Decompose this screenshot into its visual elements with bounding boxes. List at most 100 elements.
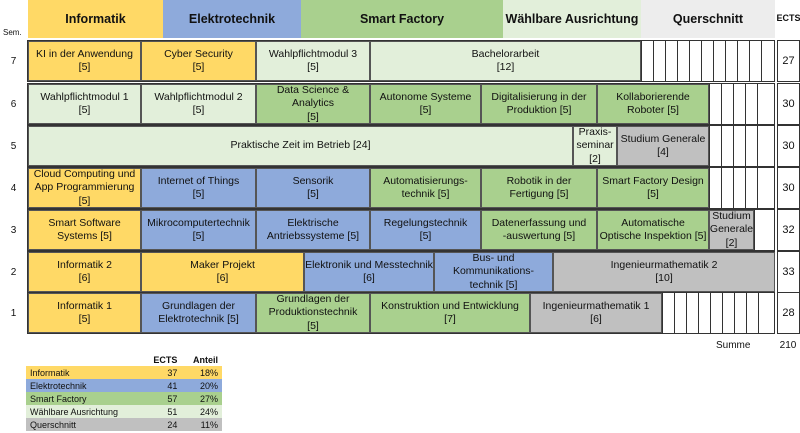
empty-column-line: [686, 292, 687, 334]
legend-ects: 41: [167, 380, 178, 391]
module-name: KI in der Anwendung: [36, 47, 133, 60]
legend-row: Querschnitt 24 11%: [26, 418, 222, 431]
module-name: Bus- und Kommunikations- technik [5]: [452, 252, 535, 291]
legend-name: Wählbare Ausrichtung: [30, 406, 119, 417]
module-name: Robotik in der Fertigung [5]: [506, 174, 572, 200]
legend-name: Smart Factory: [30, 393, 87, 404]
legend-header-anteil: Anteil: [192, 354, 218, 365]
empty-column-line: [713, 40, 714, 82]
legend-row: Informatik 37 18%: [26, 366, 222, 379]
module-ects: [5]: [307, 188, 319, 200]
empty-column-line: [641, 40, 642, 82]
module-cell: Smart Factory Design [5]: [597, 168, 709, 208]
module-name: Konstruktion und Entwicklung: [381, 299, 519, 312]
empty-column-line: [749, 40, 750, 82]
module-name: Wahlpflichtmodul 1: [40, 90, 129, 103]
module-cell: Informatik 1 [5]: [28, 293, 141, 333]
semester-ects: 30: [777, 83, 800, 125]
module-cell: Praktische Zeit im Betrieb [24]: [28, 126, 573, 166]
module-ects: [6]: [590, 313, 602, 325]
module-cell: Cloud Computing und App Programmierung [5…: [28, 168, 141, 208]
module-ects: [5]: [647, 188, 659, 200]
empty-column-line: [709, 83, 710, 125]
module-cell: Kollaborierende Roboter [5]: [597, 84, 709, 124]
module-name: Ingenieurmathematik 1: [542, 299, 650, 312]
module-cell: Wahlpflichtmodul 3 [5]: [256, 41, 370, 81]
empty-column-line: [662, 292, 663, 334]
module-name: Ingenieurmathematik 2: [610, 258, 718, 271]
module-name: Automatische Optische Inspektion [5]: [599, 216, 707, 242]
module-cell: Autonome Systeme [5]: [370, 84, 481, 124]
module-name: Wahlpflichtmodul 2: [154, 90, 243, 103]
legend-row: Elektrotechnik 41 20%: [26, 379, 222, 392]
legend-ects: 37: [167, 367, 178, 378]
module-cell: Studium Generale [4]: [617, 126, 709, 166]
module-cell: Praxis- seminar [2]: [573, 126, 617, 166]
semester-number: 1: [10, 307, 17, 319]
empty-column-line: [677, 40, 678, 82]
legend-name: Elektrotechnik: [30, 380, 87, 391]
semester-ects: 30: [777, 125, 800, 167]
semester-ects: 28: [777, 292, 800, 334]
module-name: Informatik 2: [57, 258, 112, 271]
module-ects: [5]: [419, 104, 432, 116]
module-cell: Ingenieurmathematik 1 [6]: [530, 293, 662, 333]
empty-column-line: [733, 83, 734, 125]
legend-ects: 51: [167, 406, 178, 417]
module-name: Praktische Zeit im Betrieb [24]: [230, 139, 371, 152]
empty-column-line: [757, 83, 758, 125]
module-ects: [5]: [78, 313, 91, 325]
empty-column-line: [733, 167, 734, 209]
module-ects: [5]: [192, 61, 205, 73]
module-name: Automatisierungs- technik [5]: [383, 174, 468, 200]
module-ects: [7]: [444, 313, 456, 325]
semester-number: 7: [10, 55, 17, 67]
semester-ects: 33: [777, 251, 800, 293]
empty-column-line: [733, 125, 734, 167]
module-cell: Sensorik [5]: [256, 168, 370, 208]
empty-column-line: [653, 40, 654, 82]
module-ects: [5]: [307, 319, 319, 332]
module-ects: [5]: [192, 188, 205, 200]
module-name: Mikrocomputertechnik: [147, 216, 250, 229]
sem-column-header: Sem.: [3, 28, 22, 37]
module-cell: Automatisierungs- technik [5]: [370, 168, 481, 208]
legend-ects: 57: [167, 393, 178, 404]
module-name: Wahlpflichtmodul 3: [268, 47, 358, 60]
semester-row-frame: [27, 167, 775, 209]
module-cell: Elektrische Antriebssysteme [5]: [256, 210, 370, 250]
module-cell: Smart Software Systems [5]: [28, 210, 141, 250]
module-ects: [5]: [307, 110, 319, 123]
module-name: Smart Factory Design: [602, 174, 704, 187]
semester-number: 4: [10, 182, 17, 194]
module-cell: Konstruktion und Entwicklung [7]: [370, 293, 530, 333]
empty-column-line: [709, 125, 710, 167]
module-name: Internet of Things: [157, 174, 240, 187]
module-name: Kollaborierende Roboter [5]: [616, 90, 690, 116]
legend-name: Informatik: [30, 367, 70, 378]
module-name: Autonome Systeme: [379, 90, 472, 103]
empty-column-line: [722, 292, 723, 334]
semester-number: 6: [10, 98, 17, 110]
header-smart-factory: Smart Factory: [301, 0, 503, 38]
semester-row-frame: [27, 40, 775, 82]
module-cell: Ingenieurmathematik 2 [10]: [553, 252, 775, 292]
summe-value: 210: [779, 340, 797, 351]
empty-column-line: [757, 167, 758, 209]
module-ects: [5]: [192, 230, 205, 242]
legend: ECTS Anteil Informatik 37 18% Elektrotechni…: [26, 353, 222, 431]
module-name: Praxis- seminar: [576, 126, 614, 152]
module-name: Studium Generale: [620, 132, 706, 145]
module-name: Data Science & Analytics: [276, 84, 350, 110]
module-name: Regelungstechnik: [383, 216, 468, 229]
module-name: Studium Generale: [709, 210, 754, 236]
empty-column-line: [701, 40, 702, 82]
module-name: Grundlagen der Elektrotechnik [5]: [158, 299, 239, 325]
module-cell: Data Science & Analytics [5]: [256, 84, 370, 124]
module-ects: [6]: [78, 272, 91, 284]
empty-column-line: [734, 292, 735, 334]
module-cell: Robotik in der Fertigung [5]: [481, 168, 597, 208]
module-name: Sensorik: [292, 174, 334, 187]
module-cell: Grundlagen der Produktionstechnik [5]: [256, 293, 370, 333]
empty-column-line: [721, 167, 722, 209]
